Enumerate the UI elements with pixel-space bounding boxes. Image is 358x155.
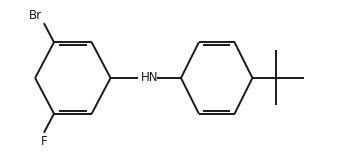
Text: HN: HN: [141, 71, 159, 84]
Text: F: F: [40, 135, 47, 148]
Text: Br: Br: [29, 9, 42, 22]
